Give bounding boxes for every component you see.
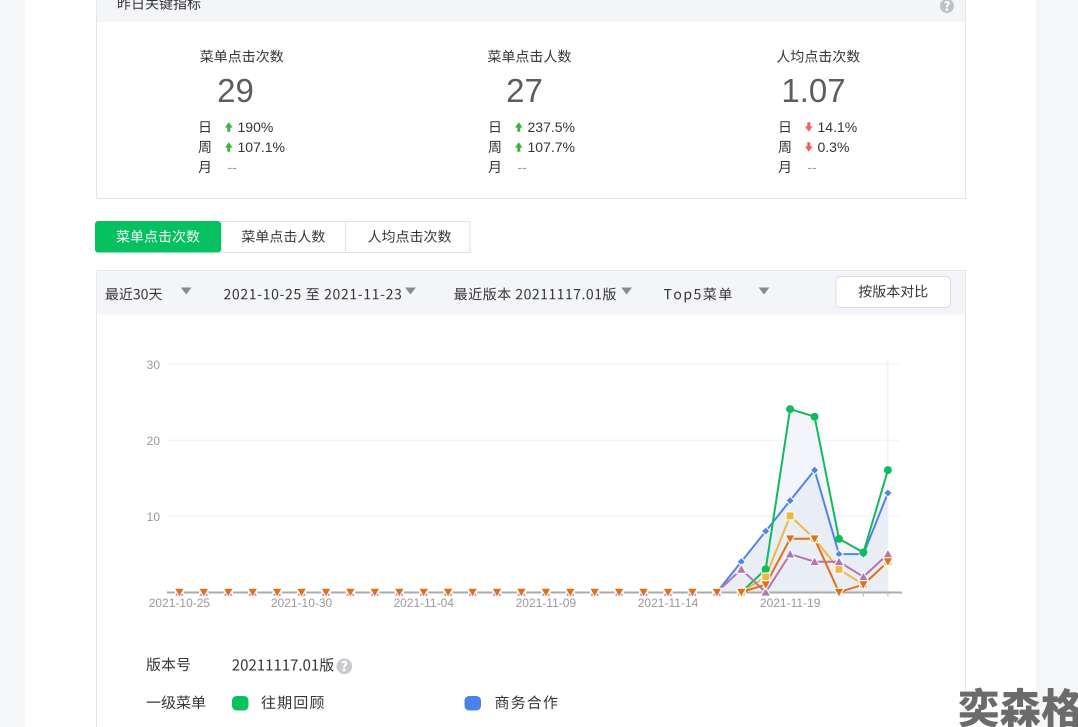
svg-text:2021-11-19: 2021-11-19 — [760, 596, 821, 610]
svg-text:29: 29 — [217, 72, 254, 109]
svg-text:--: -- — [228, 159, 238, 175]
svg-text:20: 20 — [147, 434, 161, 448]
svg-text:1.07: 1.07 — [781, 72, 845, 109]
svg-text:2021-10-25: 2021-10-25 — [149, 596, 211, 610]
svg-text:107.1%: 107.1% — [238, 139, 285, 155]
svg-text:14.1%: 14.1% — [818, 119, 858, 135]
svg-text:--: -- — [518, 159, 528, 175]
svg-text:2021-10-30: 2021-10-30 — [271, 596, 333, 610]
svg-text:2021-11-14: 2021-11-14 — [638, 596, 699, 610]
svg-text:190%: 190% — [238, 119, 274, 135]
svg-text:10: 10 — [147, 510, 161, 524]
svg-text:0.3%: 0.3% — [818, 139, 850, 155]
svg-text:27: 27 — [506, 72, 543, 109]
svg-text:237.5%: 237.5% — [528, 119, 575, 135]
svg-text:2021-11-04: 2021-11-04 — [393, 596, 454, 610]
svg-text:30: 30 — [147, 358, 161, 372]
svg-text:--: -- — [808, 159, 818, 175]
svg-text:2021-11-09: 2021-11-09 — [516, 596, 577, 610]
svg-text:107.7%: 107.7% — [528, 139, 575, 155]
